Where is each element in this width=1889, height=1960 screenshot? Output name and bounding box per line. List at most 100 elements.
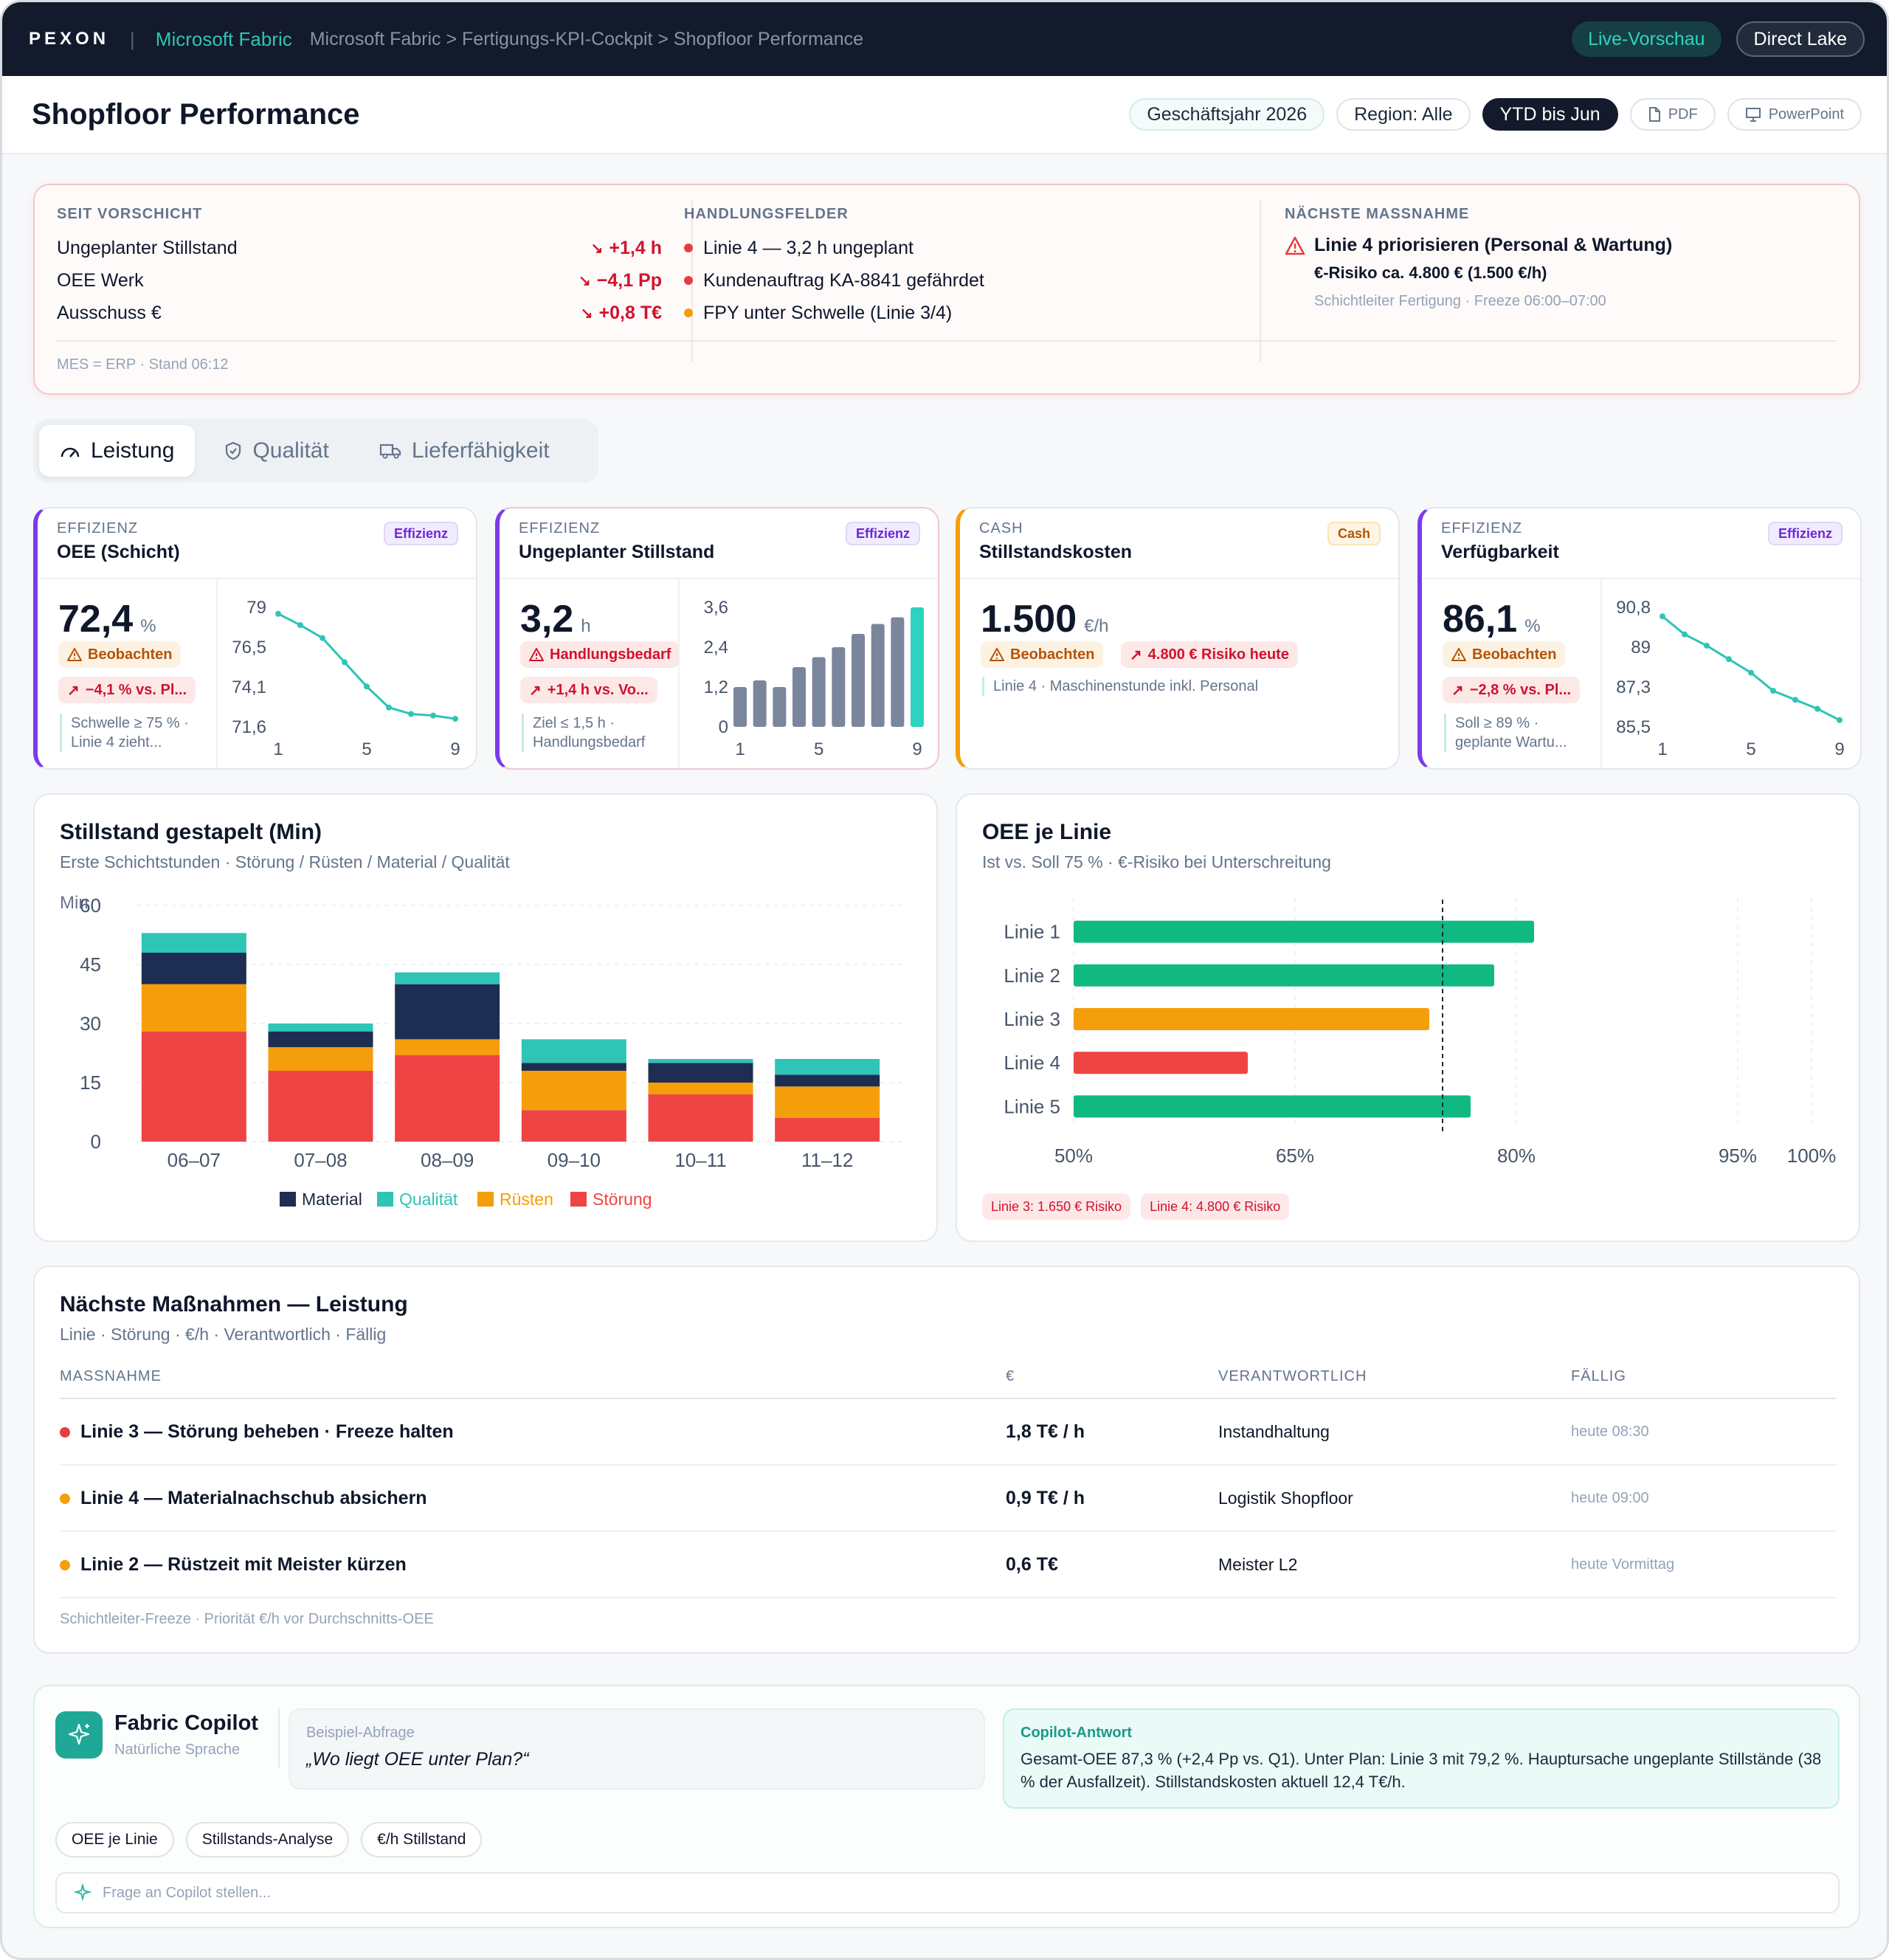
bar-segment-störung[interactable] [775,1118,880,1142]
bar-segment-störung[interactable] [141,1031,246,1142]
bar-segment-rüsten[interactable] [141,984,246,1032]
tab-qualitaet[interactable]: Qualität [204,425,349,477]
bar-segment-störung[interactable] [268,1071,373,1142]
example-query[interactable]: Beispiel-Abfrage „Wo liegt OEE unter Pla… [289,1708,985,1790]
table-row[interactable]: Linie 3 — Störung beheben · Freeze halte… [60,1398,1837,1466]
bar-segment-material[interactable] [268,1031,373,1047]
suggestion-chip[interactable]: OEE je Linie [55,1822,174,1857]
bar-segment-qualität[interactable] [268,1024,373,1032]
tab-leistung[interactable]: Leistung [39,425,196,477]
sparkline-point [297,622,303,629]
copilot-logo [55,1711,103,1759]
kpi-chart-divider [216,579,218,768]
bar-segment-material[interactable] [775,1074,880,1087]
kpi-card[interactable]: EFFIZIENZ Ungeplanter Stillstand Effizienz… [495,507,939,770]
legend-label: Material [302,1190,362,1209]
bar-segment-material[interactable] [521,1063,626,1071]
bar-segment-störung[interactable] [648,1094,753,1142]
page-header: Shopfloor Performance Geschäftsjahr 2026… [2,76,1887,154]
chart-title: OEE je Linie [982,820,1112,844]
kpi-note: Soll ≥ 89 % · geplante Wartu... [1444,714,1567,752]
next-action-meta: Schichtleiter Fertigung · Freeze 06:00–0… [1314,293,1606,309]
x-tick-label: 09–10 [548,1149,601,1171]
action-field-label: Kundenauftrag KA-8841 gefährdet [703,269,984,291]
bar-segment-störung[interactable] [395,1055,500,1142]
y-tick-label: Linie 2 [1004,965,1060,987]
bar-segment-material[interactable] [141,953,246,984]
export-powerpoint-label: PowerPoint [1768,106,1844,122]
sparkline-point [1682,631,1688,638]
y-tick-label: Linie 4 [1004,1052,1060,1074]
risk-chip-line-4[interactable]: Linie 4: 4.800 € Risiko [1141,1193,1290,1220]
table-row[interactable]: Linie 4 — Materialnachschub absichern 0,9… [60,1465,1837,1532]
action-field-item[interactable]: Kundenauftrag KA-8841 gefährdet [684,264,1274,297]
suggestion-chip[interactable]: €/h Stillstand [361,1822,483,1857]
since-shift-section: SEIT VORSCHICHT Ungeplanter Stillstand ↘ +… [57,206,662,329]
action-field-item[interactable]: Linie 4 — 3,2 h ungeplant [684,232,1274,264]
status-badge: Beobachten [1443,641,1566,668]
filter-fiscal-year[interactable]: Geschäftsjahr 2026 [1129,98,1325,131]
copilot-input-placeholder: Frage an Copilot stellen... [103,1884,271,1901]
kpi-note-line: Linie 4 zieht... [71,734,162,750]
sparkline-point [275,610,281,617]
copilot-answer-text: Gesamt-OEE 87,3 % (+2,4 Pp vs. Q1). Unte… [1021,1750,1822,1791]
export-powerpoint-button[interactable]: PowerPoint [1727,98,1862,131]
oee-bar[interactable] [1074,964,1494,987]
kpi-card[interactable]: CASH Stillstandskosten Cash 1.500 €/h Beobach… [956,507,1400,770]
oee-bar[interactable] [1074,1008,1429,1030]
kpi-tag: Effizienz [383,522,458,545]
bar-segment-rüsten[interactable] [648,1083,753,1094]
status-badge: Handlungsbedarf [520,641,680,668]
bar-segment-qualität[interactable] [395,972,500,984]
copilot-answer: Copilot-Antwort Gesamt-OEE 87,3 % (+2,4 … [1003,1708,1840,1809]
bar-segment-rüsten[interactable] [775,1086,880,1118]
kpi-card[interactable]: EFFIZIENZ OEE (Schicht) Effizienz 72,4% Beob… [33,507,477,770]
table-row[interactable]: Linie 2 — Rüstzeit mit Meister kürzen 0,6… [60,1531,1837,1598]
trend-up-icon: ↗ [529,682,542,699]
filter-region[interactable]: Region: Alle [1336,98,1471,131]
legend-label: Störung [593,1190,652,1209]
oee-bar[interactable] [1074,920,1534,943]
suggestion-chip[interactable]: Stillstands-Analyse [185,1822,350,1857]
x-tick-label: 65% [1276,1145,1314,1167]
live-preview-button[interactable]: Live-Vorschau [1572,21,1721,57]
breadcrumb[interactable]: Microsoft Fabric > Fertigungs-KPI-Cockpi… [309,28,864,49]
export-pdf-button[interactable]: PDF [1629,98,1716,131]
action-field-item[interactable]: FPY unter Schwelle (Linie 3/4) [684,297,1274,329]
y-tick-label: Linie 5 [1004,1095,1060,1117]
kpi-category: EFFIZIENZ [1441,520,1523,536]
column-header: MASSNAHME [60,1356,1006,1399]
oee-bar[interactable] [1074,1095,1471,1118]
bar-segment-qualität[interactable] [141,933,246,953]
top-bar: PEXON | Microsoft Fabric Microsoft Fabri… [2,2,1887,76]
next-action-title[interactable]: Linie 4 priorisieren (Personal & Wartung… [1314,235,1673,255]
bar-segment-störung[interactable] [521,1110,626,1142]
kpi-note-line: Schwelle ≥ 75 % · [71,715,189,731]
metric-label: Ungeplanter Stillstand [57,237,238,258]
x-tick-label: 10–11 [674,1149,726,1171]
bar-segment-qualität[interactable] [648,1059,753,1063]
oee-bar[interactable] [1074,1052,1248,1074]
tab-lieferfaehigkeit[interactable]: Lieferfähigkeit [359,425,570,477]
sparkline-point [1726,656,1732,663]
bar-segment-rüsten[interactable] [395,1039,500,1055]
copilot-input[interactable]: Frage an Copilot stellen... [55,1872,1840,1914]
direct-lake-button[interactable]: Direct Lake [1736,21,1865,57]
product-link[interactable]: Microsoft Fabric [155,27,292,50]
kpi-value-number: 3,2 [520,598,574,641]
bar-segment-qualität[interactable] [521,1039,626,1063]
status-badge: Beobachten [58,641,182,668]
bar-segment-material[interactable] [648,1063,753,1083]
y-tick-label: 85,5 [1616,717,1651,737]
bar-segment-material[interactable] [395,984,500,1040]
action-fields-section: HANDLUNGSFELDER Linie 4 — 3,2 h ungeplan… [684,206,1274,329]
copilot-answer-label: Copilot-Antwort [1021,1725,1133,1741]
kpi-card[interactable]: EFFIZIENZ Verfügbarkeit Effizienz 86,1% Beob… [1417,507,1862,770]
filter-period[interactable]: YTD bis Jun [1482,98,1618,131]
bar-segment-rüsten[interactable] [521,1071,626,1111]
example-query-label: Beispiel-Abfrage [306,1725,415,1741]
bar-segment-rüsten[interactable] [268,1047,373,1071]
bar-segment-qualität[interactable] [775,1059,880,1075]
risk-chip-line-3[interactable]: Linie 3: 1.650 € Risiko [982,1193,1131,1220]
